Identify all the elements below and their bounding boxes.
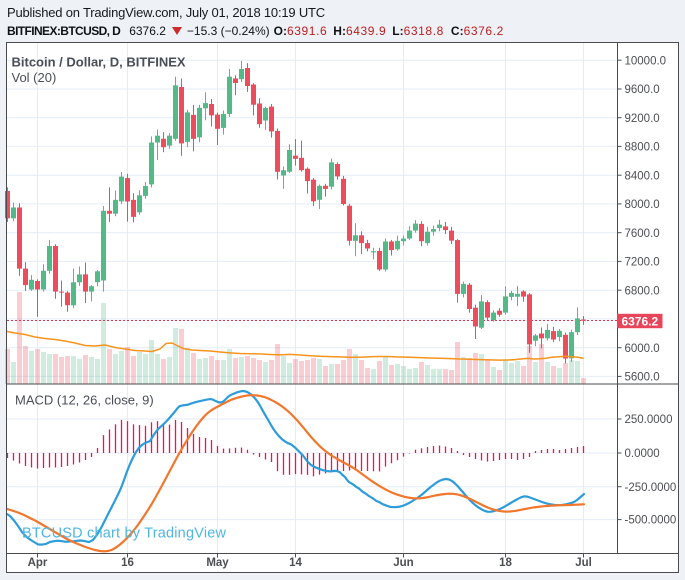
svg-text:6800.0: 6800.0 [625,285,660,297]
svg-text:6000.0: 6000.0 [625,343,660,355]
svg-text:May: May [206,557,229,569]
svg-text:8800.0: 8800.0 [625,142,660,154]
svg-text:8000.0: 8000.0 [625,199,660,211]
svg-text:10000.0: 10000.0 [625,55,667,67]
svg-text:0.0000: 0.0000 [625,448,660,460]
svg-text:8400.0: 8400.0 [625,170,660,182]
svg-text:7600.0: 7600.0 [625,228,660,240]
svg-text:5600.0: 5600.0 [625,372,660,384]
svg-text:6376.2: 6376.2 [621,314,658,328]
svg-text:7200.0: 7200.0 [625,257,660,269]
svg-text:250.0000: 250.0000 [625,414,673,426]
svg-text:Jun: Jun [393,557,413,569]
svg-text:16: 16 [121,557,134,569]
svg-text:MACD (12, 26, close, 9): MACD (12, 26, close, 9) [15,393,154,408]
svg-text:Apr: Apr [28,557,48,569]
svg-text:Vol (20): Vol (20) [12,70,57,85]
svg-text:-250.0000: -250.0000 [625,482,677,494]
svg-text:9600.0: 9600.0 [625,84,660,96]
svg-text:BTCUSD chart by TradingView: BTCUSD chart by TradingView [22,526,227,542]
svg-text:9200.0: 9200.0 [625,113,660,125]
svg-text:Bitcoin / Dollar, D, BITFINEX: Bitcoin / Dollar, D, BITFINEX [12,55,186,70]
svg-text:Jul: Jul [575,557,592,569]
svg-text:14: 14 [289,557,302,569]
svg-text:-500.0000: -500.0000 [625,515,677,527]
svg-text:18: 18 [499,557,512,569]
